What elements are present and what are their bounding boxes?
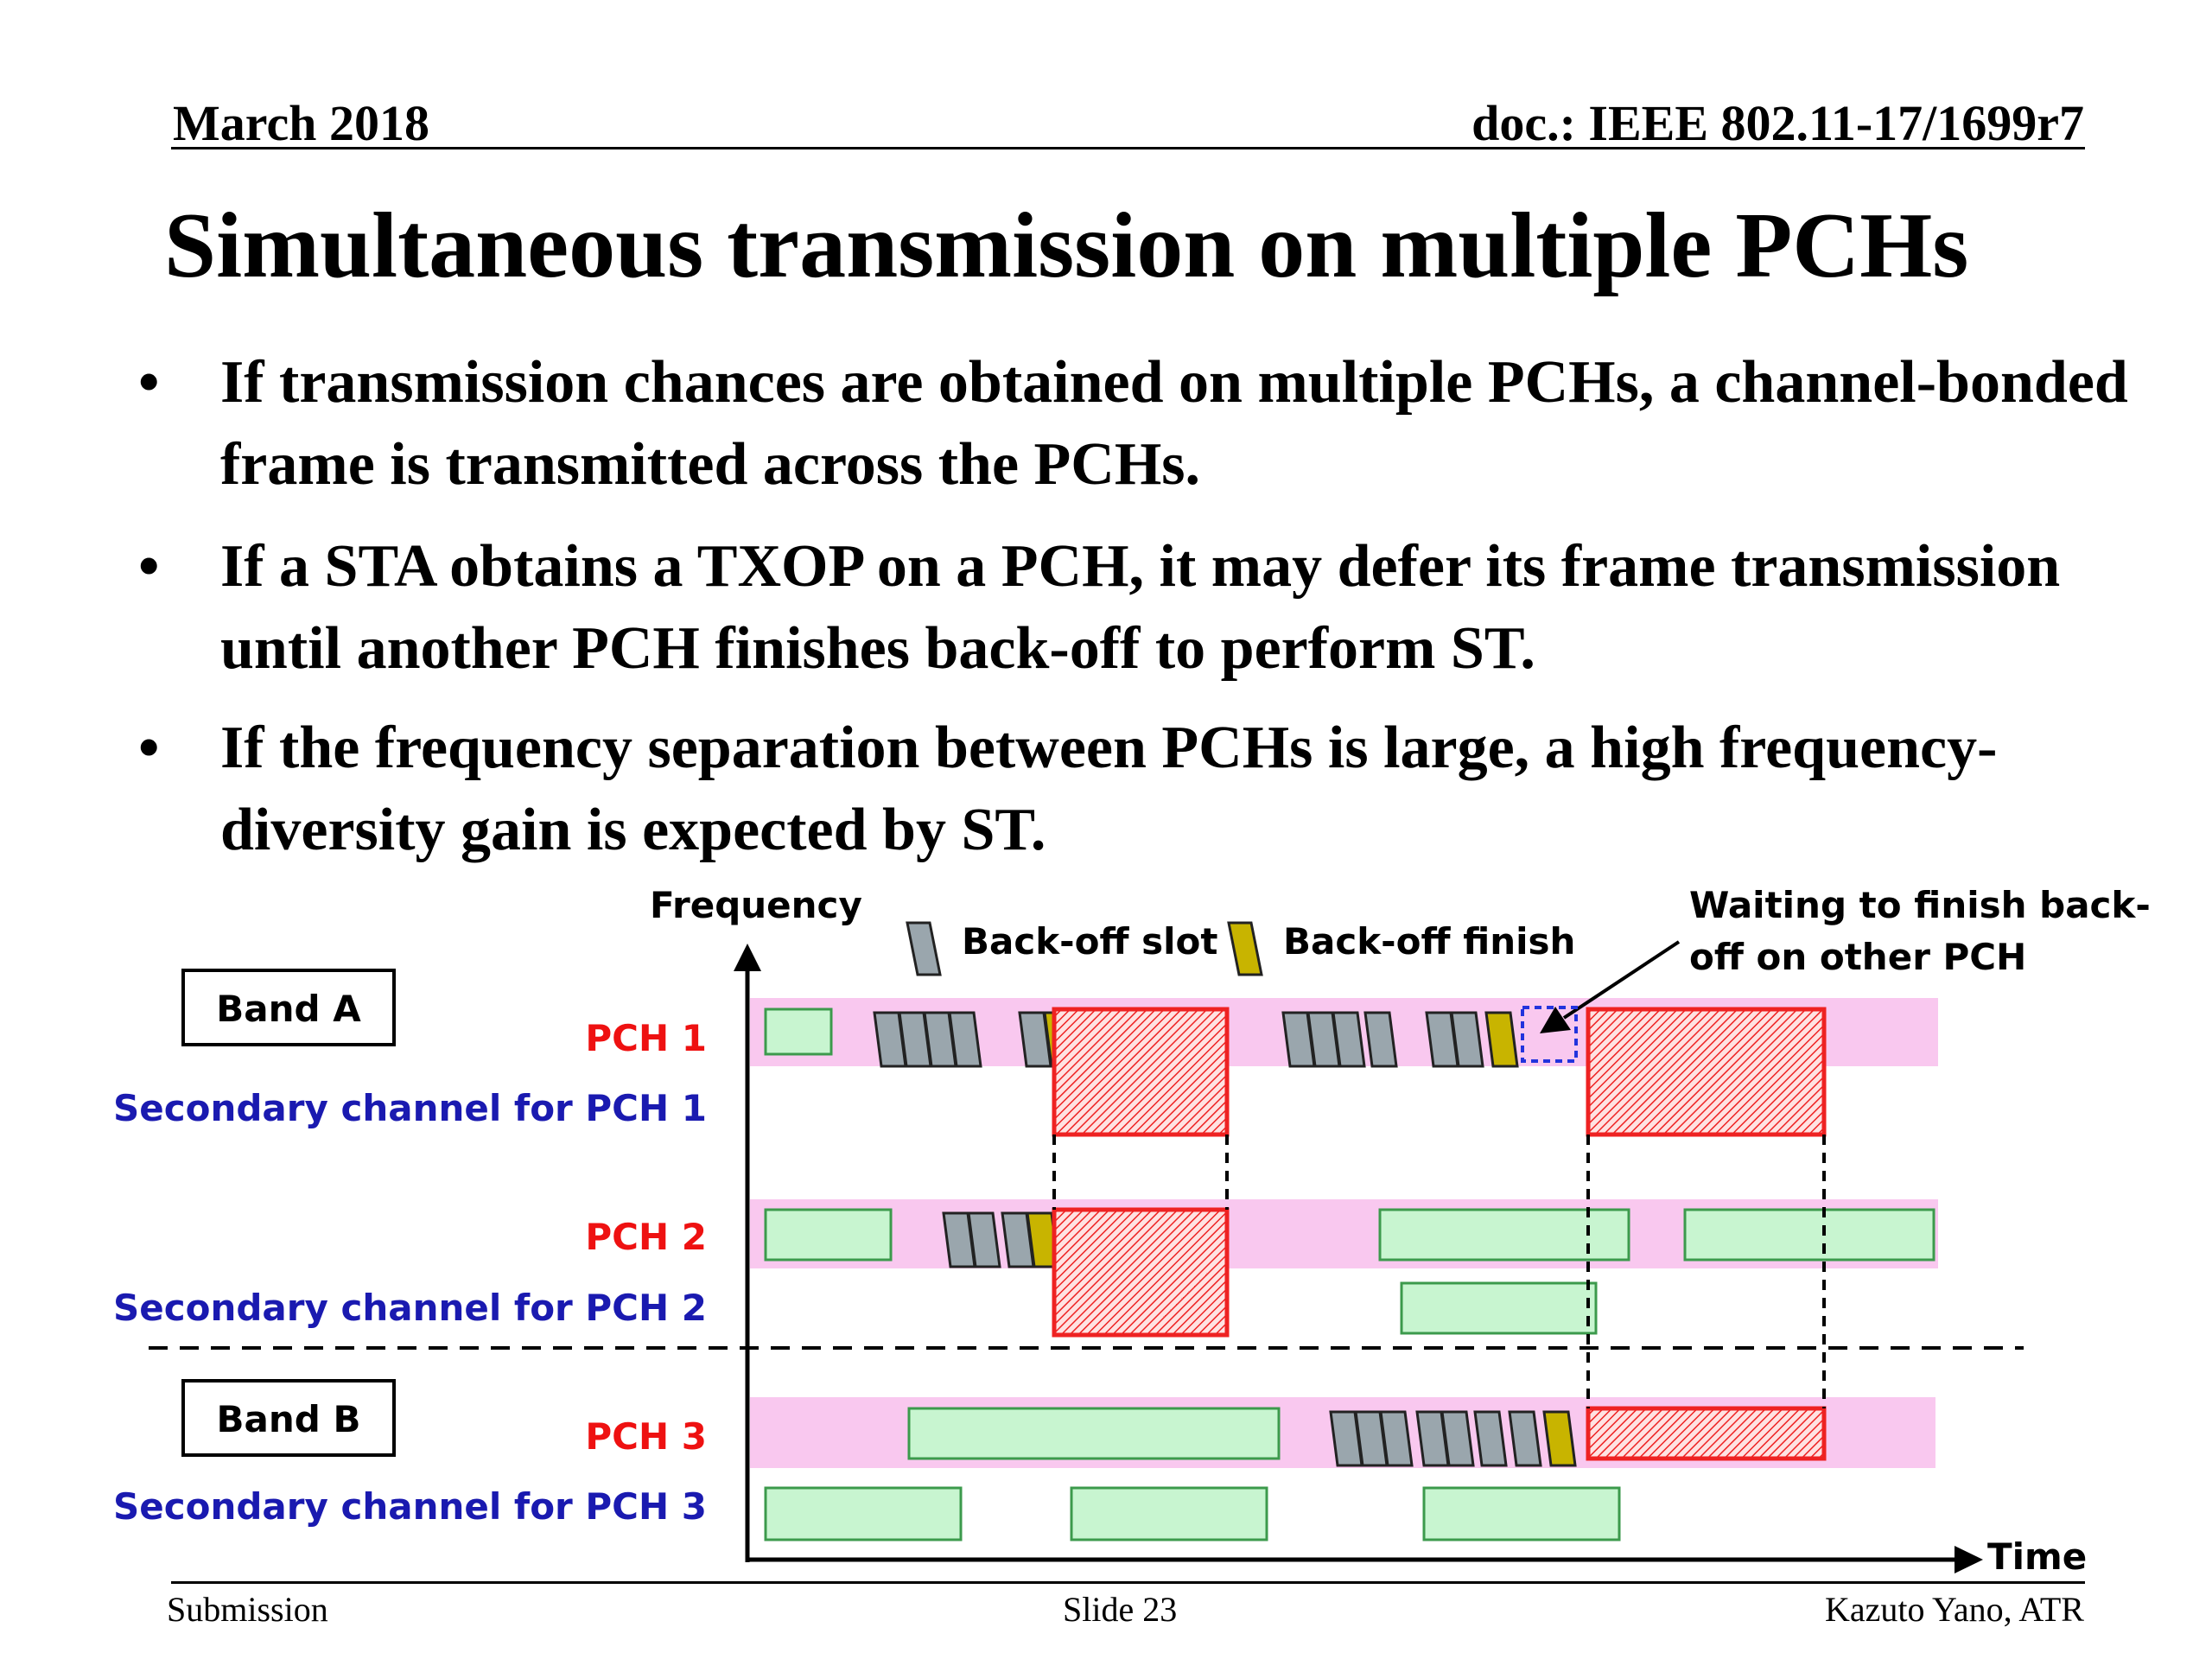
backoff-slot — [1473, 1410, 1508, 1467]
backoff-slot — [948, 1011, 982, 1068]
busy-block — [907, 1407, 1281, 1460]
backoff-finish-legend-label: Back-off finish — [1283, 920, 1575, 963]
backoff-slot-legend-label: Back-off slot — [962, 920, 1217, 963]
header-doc-id: doc.: IEEE 802.11-17/1699r7 — [1471, 95, 2084, 151]
secondary-pch1-label: Secondary channel for PCH 1 — [113, 1087, 707, 1129]
backoff-slot — [1363, 1011, 1398, 1068]
waiting-annotation-line2: off on other PCH — [1689, 936, 2026, 978]
bullet-text: If the frequency separation between PCHs… — [220, 715, 1998, 863]
backoff-slot — [967, 1211, 1001, 1268]
backoff-slot — [1379, 1410, 1414, 1467]
busy-block — [1070, 1486, 1268, 1541]
bullet-symbol: • — [138, 533, 160, 600]
header-date: March 2018 — [173, 95, 429, 151]
footer-rule — [171, 1581, 2085, 1584]
band-a-box — [181, 969, 396, 1046]
frequency-label: Frequency — [650, 884, 862, 926]
bullet-text: If a STA obtains a TXOP on a PCH, it may… — [220, 533, 2061, 682]
footer-submission: Submission — [167, 1590, 328, 1629]
band-a-label: Band A — [216, 988, 361, 1030]
backoff-slot — [1508, 1410, 1542, 1467]
band-b-box — [181, 1379, 396, 1457]
backoff-finish-legend-icon — [1227, 921, 1263, 976]
backoff-slot — [1440, 1410, 1475, 1467]
pch1-label: PCH 1 — [585, 1017, 707, 1059]
waiting-annotation-line1: Waiting to finish back- — [1689, 884, 2151, 926]
time-axis-arrow — [1955, 1546, 1983, 1573]
tx-frame-pch1 — [1052, 1007, 1230, 1137]
pch2-label: PCH 2 — [585, 1216, 707, 1258]
secondary-pch3-label: Secondary channel for PCH 3 — [113, 1485, 707, 1528]
busy-block — [1422, 1486, 1621, 1541]
secondary-pch2-label: Secondary channel for PCH 2 — [113, 1287, 707, 1329]
bullet-symbol: • — [138, 715, 160, 781]
backoff-slot-legend-icon — [906, 921, 942, 976]
busy-block — [1400, 1281, 1598, 1335]
waiting-slot — [1521, 1006, 1578, 1063]
band-b-label: Band B — [217, 1398, 361, 1440]
busy-block — [764, 1208, 893, 1262]
waiting-arrowhead — [1540, 1007, 1571, 1033]
busy-block — [764, 1486, 963, 1541]
backoff-finish — [1542, 1410, 1577, 1467]
busy-block — [1378, 1208, 1630, 1262]
tx-frame-pch3-st — [1586, 1406, 1827, 1461]
header-rule — [171, 147, 2085, 149]
footer-author: Kazuto Yano, ATR — [1824, 1590, 2084, 1629]
pch3-label: PCH 3 — [585, 1415, 707, 1458]
time-label: Time — [1987, 1535, 2087, 1578]
slide-title: Simultaneous transmission on multiple PC… — [164, 194, 1969, 297]
backoff-slot — [1450, 1011, 1484, 1068]
frequency-axis-arrow — [734, 944, 761, 971]
footer-slide-number: Slide 23 — [1063, 1590, 1178, 1629]
backoff-finish — [1484, 1011, 1519, 1068]
tx-frame-pch2 — [1052, 1207, 1230, 1338]
bullet-symbol: • — [138, 349, 160, 416]
waiting-annotation-arrow — [1562, 940, 1681, 1020]
busy-block — [764, 1007, 833, 1056]
tx-frame-pch1-st — [1586, 1007, 1827, 1137]
backoff-slot — [1332, 1011, 1366, 1068]
busy-block — [1683, 1208, 1936, 1262]
bullet-text: If transmission chances are obtained on … — [220, 349, 2128, 498]
